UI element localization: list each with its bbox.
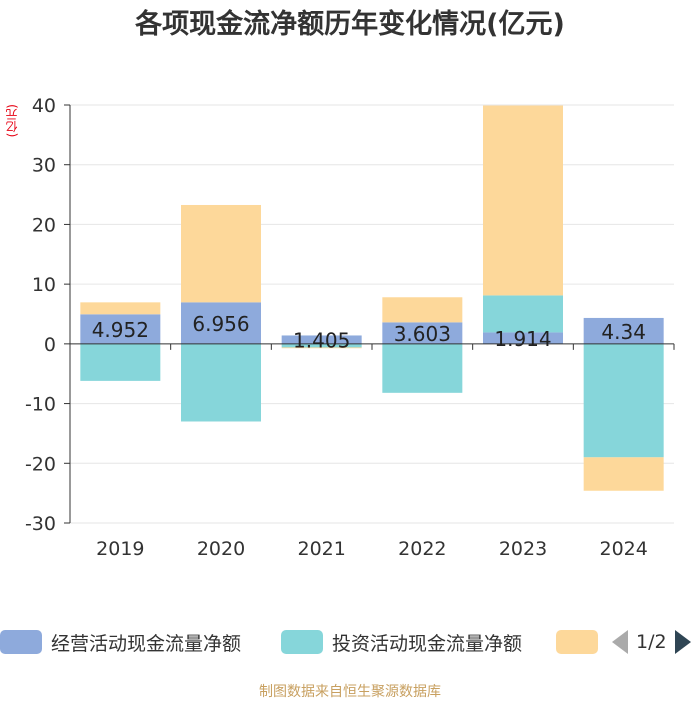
bar-s1-2021 xyxy=(281,335,362,344)
legend-item-operating[interactable]: 经营活动现金流量净额 xyxy=(0,625,241,659)
bar-s2-2022 xyxy=(382,343,463,393)
bar-s2-2023 xyxy=(483,295,563,333)
data-label-2019: 4.952 xyxy=(92,318,149,342)
legend-page-number: 1/2 xyxy=(636,631,667,653)
x-tick-label-2021: 2021 xyxy=(297,538,345,560)
bar-s2-2024 xyxy=(583,343,664,458)
cash-flow-chart: 40 30 20 10 0 -10 -20 -30 4.952 6.956 1.405 3.603 1.… xyxy=(25,95,675,560)
x-tick-label-2023: 2023 xyxy=(499,538,547,560)
bar-s1-2024 xyxy=(583,317,664,344)
y-tick-label: 40 xyxy=(32,95,56,117)
bar-s1-2022 xyxy=(382,322,463,344)
chart-title: 各项现金流净额历年变化情况(亿元) xyxy=(135,9,565,40)
y-tick-label: -10 xyxy=(25,394,56,416)
y-tick-label: 0 xyxy=(44,334,56,356)
bar-s3-2024 xyxy=(583,457,664,491)
x-tick-label-2022: 2022 xyxy=(398,538,446,560)
data-label-2024: 4.34 xyxy=(601,320,646,344)
y-tick-label: 10 xyxy=(32,274,56,296)
bar-s1-2019 xyxy=(80,314,161,344)
bar-s3-2019 xyxy=(80,302,161,315)
bar-s2-2019 xyxy=(80,343,161,381)
legend-label-investing: 投资活动现金流量净额 xyxy=(332,632,523,655)
bar-s2-2020 xyxy=(181,343,261,422)
bar-s2-2021 xyxy=(281,343,362,348)
legend-swatch-operating xyxy=(0,630,42,654)
y-tick-label: -20 xyxy=(25,453,56,475)
bar-s1-2023 xyxy=(483,332,563,344)
legend-pager: 1/2 xyxy=(612,625,691,659)
data-label-2020: 6.956 xyxy=(192,312,249,336)
data-label-2021: 1.405 xyxy=(293,329,350,353)
legend-item-financing[interactable] xyxy=(556,625,598,659)
bar-s1-2020 xyxy=(181,302,261,344)
legend-label-operating: 经营活动现金流量净额 xyxy=(51,632,242,655)
x-tick-label-2020: 2020 xyxy=(197,538,245,560)
data-label-2022: 3.603 xyxy=(394,322,451,346)
bar-s3-2021 xyxy=(281,347,362,349)
legend-prev-page-icon[interactable] xyxy=(612,630,628,654)
x-tick-label-2019: 2019 xyxy=(96,538,144,560)
data-source-note: 制图数据来自恒生聚源数据库 xyxy=(259,684,441,700)
bar-s3-2020 xyxy=(181,204,261,303)
legend-item-investing[interactable]: 投资活动现金流量净额 xyxy=(281,625,522,659)
y-tick-label: 30 xyxy=(32,155,56,177)
legend-next-page-icon[interactable] xyxy=(674,630,691,654)
legend-swatch-financing xyxy=(556,630,598,654)
legend-swatch-investing xyxy=(281,630,323,654)
bar-s3-2023 xyxy=(483,105,563,296)
y-tick-label: 20 xyxy=(32,214,56,236)
data-label-2023: 1.914 xyxy=(494,327,551,351)
legend: 经营活动现金流量净额 投资活动现金流量净额 xyxy=(0,625,700,659)
bar-s3-2022 xyxy=(382,297,463,323)
x-tick-label-2024: 2024 xyxy=(599,538,647,560)
y-tick-label: -30 xyxy=(25,513,56,535)
